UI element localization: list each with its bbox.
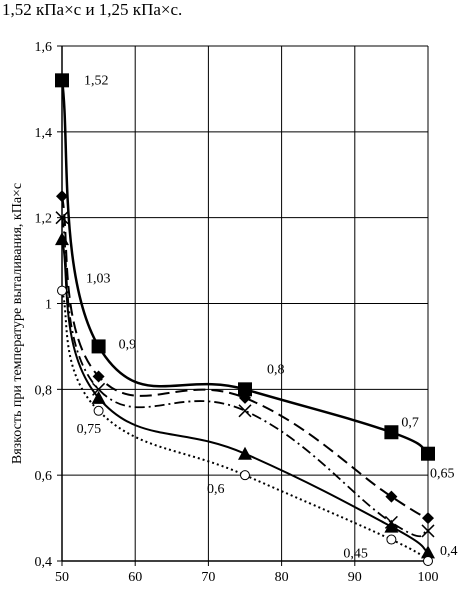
data-point-square <box>55 73 69 88</box>
series-line-circle <box>61 290 429 562</box>
data-label: 0,7 <box>401 415 419 430</box>
data-label: 1,52 <box>84 73 109 88</box>
y-tick-label: 1 <box>45 298 52 313</box>
chart-data-labels: 1,52 1,03 0,9 0,75 0,8 0,6 0,7 0,65 0,45 0,4 <box>77 73 458 561</box>
data-point-circle <box>93 405 104 416</box>
data-point-diamond <box>385 490 398 503</box>
data-point-triangle <box>91 390 106 404</box>
data-point-diamond <box>56 190 68 203</box>
data-point-cross <box>238 404 252 418</box>
data-point-circle <box>240 470 250 481</box>
y-tick-label: 1,4 <box>35 126 53 141</box>
data-point-circle <box>57 285 67 296</box>
data-label: 0,8 <box>267 362 285 377</box>
data-label: 0,45 <box>343 547 368 562</box>
y-tick-label: 1,2 <box>35 212 53 227</box>
x-tick-label: 90 <box>348 570 362 585</box>
data-point-square <box>384 425 399 440</box>
data-label: 0,75 <box>77 422 102 437</box>
data-point-diamond <box>422 512 434 525</box>
x-tick-label: 60 <box>128 570 142 585</box>
data-point-triangle <box>384 519 399 533</box>
data-point-circle <box>386 534 397 545</box>
data-point-cross <box>55 211 69 225</box>
data-point-triangle <box>55 232 69 246</box>
data-label: 0,9 <box>119 337 137 352</box>
x-tick-label: 100 <box>418 570 439 585</box>
data-point-diamond <box>239 391 251 404</box>
chart-ticks: 50 60 70 80 90 100 0,4 0,6 0,8 1 1,2 1,4 1,6 <box>35 40 439 585</box>
data-point-square <box>421 446 435 461</box>
chart-series <box>60 80 429 562</box>
data-label: 1,03 <box>86 272 111 287</box>
data-point-cross <box>421 524 435 538</box>
data-point-square <box>238 382 252 397</box>
chart-grid <box>62 45 429 561</box>
chart-markers <box>55 73 435 566</box>
x-tick-label: 80 <box>275 570 289 585</box>
data-point-diamond <box>92 370 105 383</box>
series-line-cross <box>61 217 429 538</box>
data-point-triangle <box>421 545 435 559</box>
x-tick-label: 50 <box>55 570 69 585</box>
page-header-text: 1,52 кПа×с и 1,25 кПа×с. <box>2 0 183 19</box>
y-tick-label: 0,8 <box>35 383 53 398</box>
y-tick-label: 0,6 <box>35 469 53 484</box>
data-point-triangle <box>238 446 252 460</box>
series-line-diamond <box>61 196 429 519</box>
x-tick-label: 70 <box>201 570 215 585</box>
data-point-cross <box>92 382 106 396</box>
data-point-square <box>91 339 106 354</box>
data-label: 0,4 <box>440 544 458 559</box>
y-tick-label: 0,4 <box>35 555 53 570</box>
data-label: 0,6 <box>207 482 225 497</box>
y-tick-label: 1,6 <box>35 40 53 55</box>
y-axis-label: Вязкость при температуре выталивания, кП… <box>10 183 25 464</box>
data-label: 0,65 <box>430 467 455 482</box>
chart-axes <box>57 45 429 566</box>
data-point-circle <box>423 556 433 566</box>
